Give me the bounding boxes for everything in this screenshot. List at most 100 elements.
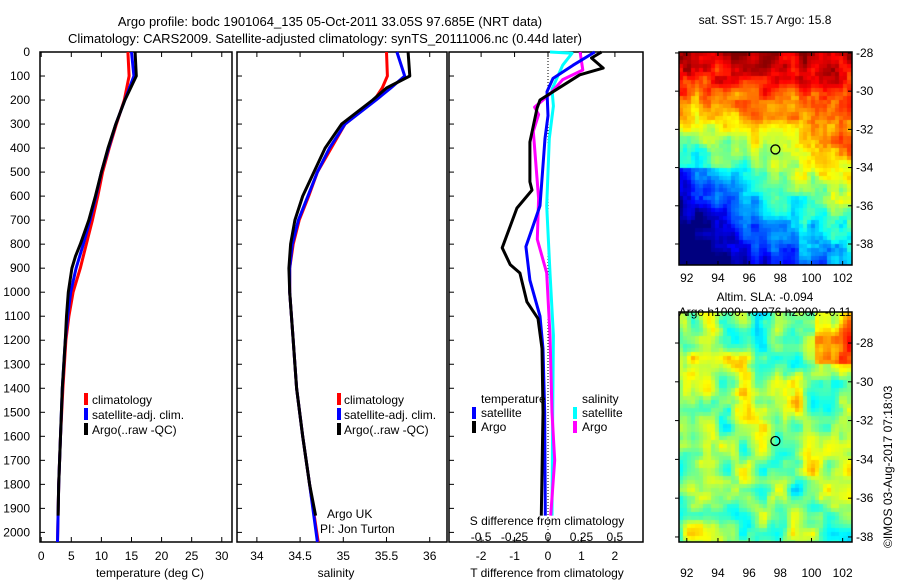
x-tick-label: 10 [95,549,109,563]
x-tick-label: 36 [423,549,437,563]
y-tick-label: 700 [10,213,30,227]
x-tick-label: 94 [711,271,725,285]
x-tick-label: 96 [742,271,756,285]
y-tick-label: 1400 [3,381,30,395]
plot-frame [678,311,853,543]
y-tick-label: 1000 [3,285,30,299]
difference-legend: temperature salinity satellite Argo sate… [472,392,623,434]
sla-map-panel: 92 94 96 98 100 102 -28 -30 -32 -34 -36 -38 [675,311,874,580]
x-tick-label: 92 [680,271,694,285]
x2-tick-label: 0 [545,530,552,544]
x-tick-label: 100 [801,566,821,580]
legend-swatch-t-argo [472,421,476,433]
y-tick-label: -36 [856,199,874,213]
x-tick-label: 34 [250,549,264,563]
legend-title-salinity: salinity [582,392,619,406]
x-tick-label: 25 [185,549,199,563]
sla-map-image [679,312,852,542]
legend-title-temperature: temperature [481,392,546,406]
y-tick-label: 300 [10,117,30,131]
x-tick-label: 15 [125,549,139,563]
x-tick-label: 2 [612,549,619,563]
t-difference-xlabel: T difference from climatology [470,566,624,580]
legend-label: Argo(..raw -QC) [92,423,177,437]
x-tick-label: 1 [578,549,585,563]
legend-label: satellite-adj. clim. [92,408,184,422]
x-tick-label: 98 [774,271,788,285]
legend-swatch-s-argo [573,421,577,433]
legend-swatch-argo [337,423,341,435]
plot-frame [678,51,853,266]
x-tick-label: 35 [337,549,351,563]
y-tick-label: -32 [856,122,874,136]
y-tick-label: 1900 [3,501,30,515]
difference-line-t-argo [500,50,605,516]
s-difference-xlabel: S difference from climatology [470,514,625,528]
x-tick-label: 34.5 [288,549,312,563]
difference-line-s-satellite [545,50,574,516]
salinity-xlabel: salinity [318,566,355,580]
y-tick-label: 800 [10,237,30,251]
x2-tick-label: 0.5 [607,530,624,544]
x-tick-label: 98 [774,566,788,580]
y-tick-label: -38 [856,237,874,251]
legend-swatch-climatology [84,393,88,405]
legend-label: satellite [481,406,522,420]
y-tick-label: -38 [856,530,874,544]
x2-tick-label: -0.25 [501,530,529,544]
title-line-2: Climatology: CARS2009. Satellite-adjuste… [68,31,582,46]
y-tick-label: -30 [856,375,874,389]
y-tick-label: 0 [23,45,30,59]
y-tick-label: -28 [856,336,874,350]
temperature-legend: climatology satellite-adj. clim. Argo(..… [84,393,184,437]
annotation-pi: PI: Jon Turton [320,522,395,536]
title-line-1: Argo profile: bodc 1901064_135 05-Oct-20… [118,14,542,29]
temperature-line-argo [56,51,138,516]
salinity-line-argo [287,51,412,516]
sst-map-title: sat. SST: 15.7 Argo: 15.8 [699,13,832,27]
y-tick-label: 1300 [3,357,30,371]
y-tick-label: -32 [856,414,874,428]
x2-tick-label: -0.5 [471,530,492,544]
y-tick-label: 500 [10,165,30,179]
argo-location-marker [770,144,781,155]
annotation-argo-uk: Argo UK [327,507,372,521]
x2-tick-label: 0.25 [570,530,594,544]
x-tick-label: 20 [155,549,169,563]
argo-location-marker [770,435,781,447]
legend-label: satellite-adj. clim. [344,408,436,422]
legend-swatch-climatology [337,393,341,405]
y-tick-label: 1500 [3,405,30,419]
legend-label: Argo [582,420,608,434]
y-tick-label: 1600 [3,429,30,443]
plot-frame [448,51,644,543]
sla-map-title-1: Altim. SLA: -0.094 [717,290,814,304]
legend-swatch-satellite [337,408,341,420]
y-tick-label: 1200 [3,333,30,347]
y-tick-label: 100 [10,69,30,83]
y-tick-label: -36 [856,491,874,505]
legend-swatch-satellite [84,408,88,420]
x-tick-label: 0 [545,549,552,563]
y-tick-label: -34 [856,452,874,466]
legend-label: climatology [344,393,404,407]
y-tick-label: 900 [10,261,30,275]
y-tick-label: 1800 [3,477,30,491]
legend-swatch-argo [84,423,88,435]
x-tick-label: -2 [476,549,487,563]
salinity-line-climatology [288,51,389,543]
legend-label: Argo(..raw -QC) [344,423,429,437]
x-tick-label: -1 [509,549,520,563]
salinity-panel: 34 34.5 35 35.5 36 [236,51,448,563]
credit-text: ©IMOS 03-Aug-2017 07:18:03 [881,385,895,548]
x-tick-label: 100 [801,271,821,285]
temperature-panel: 0 5 10 15 20 25 300100200300400500600700800900… [3,45,233,563]
legend-swatch-t-satellite [472,407,476,419]
x-tick-label: 102 [833,566,853,580]
y-tick-label: -28 [856,46,874,60]
x-tick-label: 5 [68,549,75,563]
difference-panel: -2 -1 0 1 2 -0.5 -0.25 0 0.25 0.5 [448,50,644,563]
sst-map-panel: 92 94 96 98 100 102 -28 -30 -32 -34 -36 -38 [675,46,874,285]
plot-frame [236,51,448,543]
